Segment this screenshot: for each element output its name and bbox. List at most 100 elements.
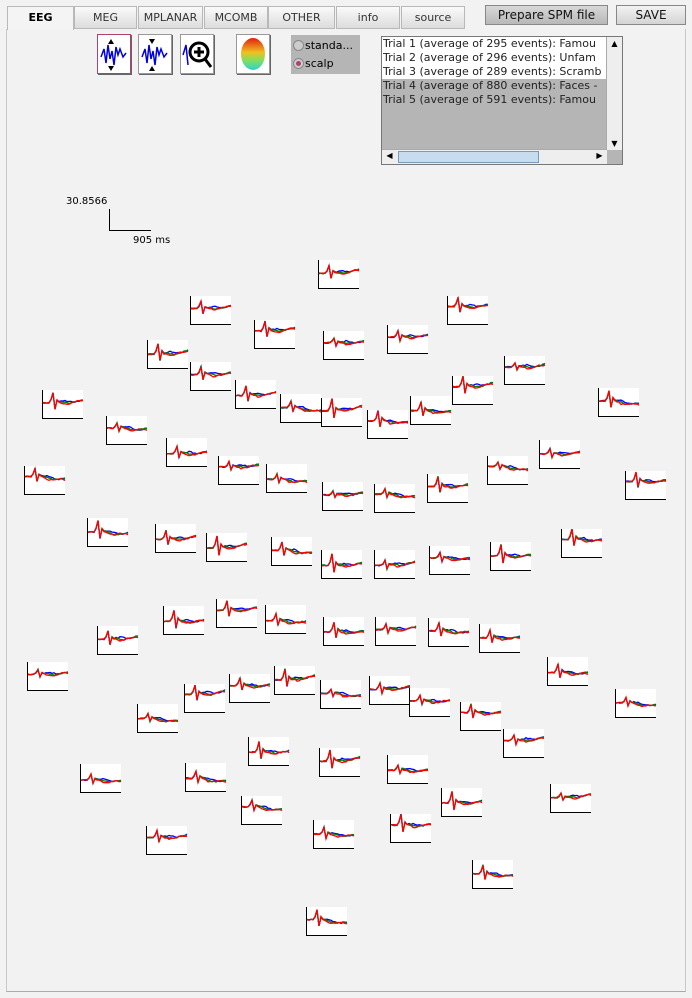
- channel-plot[interactable]: [472, 860, 514, 889]
- channel-plot[interactable]: [27, 662, 69, 691]
- channel-plot[interactable]: [206, 533, 248, 562]
- trial-listbox[interactable]: Trial 1 (average of 295 events): Famou T…: [381, 36, 623, 165]
- channel-plot[interactable]: [185, 763, 227, 792]
- scalp-map-button[interactable]: [236, 34, 270, 74]
- increase-amplitude-button[interactable]: [97, 34, 131, 74]
- channel-plot[interactable]: [390, 814, 432, 843]
- trial-item[interactable]: Trial 5 (average of 591 events): Famou: [383, 93, 596, 106]
- channel-plot[interactable]: [490, 542, 532, 571]
- tab-source[interactable]: source: [401, 6, 465, 29]
- tab-mcomb[interactable]: MCOMB: [204, 6, 268, 29]
- channel-plot[interactable]: [218, 456, 260, 485]
- channel-plot[interactable]: [539, 440, 581, 469]
- channel-plot[interactable]: [561, 529, 603, 558]
- channel-plot[interactable]: [427, 474, 469, 503]
- channel-plot[interactable]: [321, 398, 363, 427]
- channel-plot[interactable]: [265, 605, 307, 634]
- channel-plot[interactable]: [24, 466, 66, 495]
- tab-info[interactable]: info: [336, 6, 400, 29]
- channel-plot[interactable]: [503, 729, 545, 758]
- channel-plot[interactable]: [547, 657, 589, 686]
- horizontal-scrollbar[interactable]: ◀ ▶: [382, 149, 607, 164]
- channel-plot[interactable]: [428, 618, 470, 647]
- channel-plot[interactable]: [313, 820, 355, 849]
- channel-plot[interactable]: [409, 688, 451, 717]
- channel-plot[interactable]: [387, 325, 429, 354]
- channel-plot[interactable]: [254, 320, 296, 349]
- vertical-scrollbar[interactable]: ▲ ▼: [606, 37, 622, 150]
- channel-plot[interactable]: [318, 260, 360, 289]
- channel-plot[interactable]: [147, 340, 189, 369]
- prepare-spm-button[interactable]: Prepare SPM file: [485, 5, 608, 25]
- save-button[interactable]: SAVE: [616, 5, 686, 25]
- trial-item[interactable]: Trial 3 (average of 289 events): Scramb: [382, 65, 607, 79]
- zoom-button[interactable]: [180, 34, 214, 74]
- scroll-left-icon[interactable]: ◀: [386, 151, 393, 160]
- channel-plot[interactable]: [550, 784, 592, 813]
- channel-plot[interactable]: [410, 396, 452, 425]
- channel-plot[interactable]: [166, 438, 208, 467]
- channel-plot[interactable]: [190, 296, 232, 325]
- channel-plot[interactable]: [323, 617, 365, 646]
- channel-plot[interactable]: [441, 788, 483, 817]
- scroll-right-icon[interactable]: ▶: [596, 151, 603, 160]
- tab-meg[interactable]: MEG: [74, 6, 137, 29]
- trial-item[interactable]: Trial 1 (average of 295 events): Famou: [382, 37, 607, 51]
- channel-plot[interactable]: [374, 550, 416, 579]
- channel-plot[interactable]: [479, 624, 521, 653]
- channel-plot[interactable]: [323, 331, 365, 360]
- channel-plot[interactable]: [97, 626, 139, 655]
- channel-plot[interactable]: [504, 356, 546, 385]
- channel-plot[interactable]: [452, 376, 494, 405]
- channel-plot[interactable]: [266, 464, 308, 493]
- decrease-amplitude-button[interactable]: [138, 34, 172, 74]
- channel-plot[interactable]: [447, 296, 489, 325]
- channel-plot[interactable]: [42, 390, 84, 419]
- channel-plot[interactable]: [319, 748, 361, 777]
- scroll-down-icon[interactable]: ▼: [611, 139, 618, 148]
- radio-circle[interactable]: [293, 40, 304, 51]
- channel-plot[interactable]: [460, 702, 502, 731]
- channel-plot[interactable]: [146, 826, 188, 855]
- channel-plot[interactable]: [106, 416, 148, 445]
- scroll-thumb[interactable]: [398, 151, 539, 163]
- channel-plot[interactable]: [321, 550, 363, 579]
- channel-plot[interactable]: [80, 764, 122, 793]
- channel-plot[interactable]: [367, 410, 409, 439]
- scroll-up-icon[interactable]: ▲: [611, 39, 618, 48]
- channel-plot[interactable]: [320, 680, 362, 709]
- channel-plot[interactable]: [248, 737, 290, 766]
- channel-plot[interactable]: [184, 684, 226, 713]
- channel-plot[interactable]: [155, 524, 197, 553]
- channel-plot[interactable]: [429, 546, 471, 575]
- channel-plot[interactable]: [369, 676, 411, 705]
- channel-plot[interactable]: [190, 362, 232, 391]
- channel-plot[interactable]: [375, 617, 417, 646]
- radio-standard[interactable]: standa...: [293, 39, 353, 52]
- channel-plot[interactable]: [374, 484, 416, 513]
- channel-plot[interactable]: [625, 471, 667, 500]
- channel-plot[interactable]: [387, 755, 429, 784]
- channel-plot[interactable]: [229, 674, 271, 703]
- radio-circle-selected[interactable]: [293, 58, 304, 69]
- tab-other[interactable]: OTHER: [268, 6, 335, 29]
- channel-plot[interactable]: [306, 907, 348, 936]
- tab-eeg[interactable]: EEG: [7, 6, 74, 30]
- channel-plot[interactable]: [322, 482, 364, 511]
- channel-plot[interactable]: [163, 606, 205, 635]
- channel-plot[interactable]: [271, 537, 313, 566]
- channel-plot[interactable]: [280, 394, 322, 423]
- channel-plot[interactable]: [235, 380, 277, 409]
- channel-plot[interactable]: [615, 689, 657, 718]
- channel-plot[interactable]: [87, 518, 129, 547]
- channel-plot[interactable]: [487, 456, 529, 485]
- trial-item[interactable]: Trial 4 (average of 880 events): Faces -: [383, 79, 598, 92]
- tab-mplanar[interactable]: MPLANAR: [138, 6, 203, 29]
- channel-plot[interactable]: [137, 704, 179, 733]
- radio-scalp[interactable]: scalp: [293, 57, 334, 70]
- channel-plot[interactable]: [598, 388, 640, 417]
- channel-plot[interactable]: [216, 599, 258, 628]
- channel-plot[interactable]: [241, 796, 283, 825]
- trial-item[interactable]: Trial 2 (average of 296 events): Unfam: [382, 51, 607, 65]
- channel-plot[interactable]: [274, 666, 316, 695]
